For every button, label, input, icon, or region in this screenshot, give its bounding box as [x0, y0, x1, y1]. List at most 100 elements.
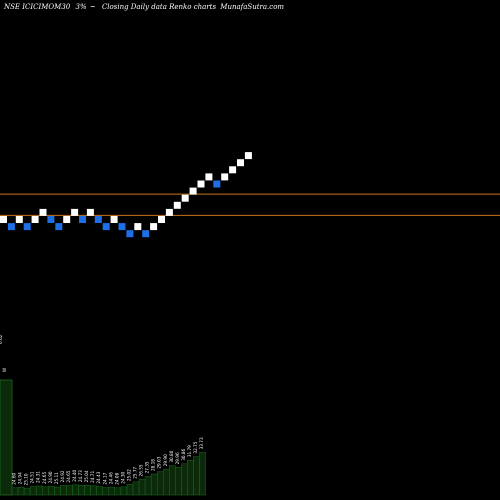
volume-bar-32: [199, 452, 206, 496]
volume-label-26: 29.90: [163, 454, 168, 466]
renko-brick-13: [94, 216, 102, 223]
volume-label-15: 24.43: [96, 471, 101, 483]
renko-brick-12: [86, 208, 94, 216]
title-box-size: 3%: [75, 3, 86, 11]
volume-label-14: 24.71: [90, 471, 95, 483]
renko-brick-11: [79, 216, 86, 223]
volume-bar-27: [169, 465, 176, 496]
renko-brick-17: [126, 230, 134, 238]
title-site: MunafaSutra.com: [219, 3, 284, 11]
volume-bar-21: [132, 481, 140, 496]
volume-label-20: 25.02: [126, 469, 131, 481]
volume-bar-25: [156, 471, 164, 496]
volume-label-29: 30.86: [181, 448, 186, 460]
volume-label-18: 24.08: [114, 472, 119, 484]
renko-brick-18: [134, 223, 142, 231]
volume-label-23: 27.35: [145, 461, 150, 473]
volume-bar-23: [144, 476, 152, 496]
renko-brick-14: [102, 223, 110, 231]
renko-brick-2: [7, 223, 15, 231]
renko-bricks: [0, 152, 252, 238]
volume-label-21: 25.77: [133, 466, 138, 478]
volume-label-24: 28.18: [151, 459, 156, 471]
volume-label-11: 24.40: [72, 469, 77, 481]
volume-bar-6: [42, 486, 49, 496]
volume-label-2: 24.94: [18, 472, 23, 484]
title-description: Closing Daily data Renko charts: [102, 3, 217, 11]
volume-bar-1: [11, 487, 19, 496]
renko-brick-20: [150, 223, 158, 231]
volume-label-5: 24.31: [36, 471, 41, 483]
renko-brick-4: [23, 223, 31, 231]
volume-label-22: 26.55: [139, 464, 144, 476]
volume-bar-22: [138, 479, 146, 496]
volume-label-19: 24.30: [120, 471, 125, 483]
renko-brick-9: [63, 216, 71, 223]
renko-brick-21: [158, 216, 165, 223]
volume-label-9: 24.92: [60, 470, 65, 482]
renko-brick-31: [237, 159, 244, 167]
volume-bar-5: [35, 485, 43, 496]
volume-bar-4: [29, 486, 37, 496]
volume-label-31: 32.75: [193, 441, 198, 453]
volume-bar-28: [175, 467, 182, 496]
renko-brick-30: [229, 166, 237, 174]
volume-bar-9: [60, 485, 67, 496]
renko-brick-1: [0, 216, 7, 223]
volume-label-first-value: 6.62: [0, 334, 3, 344]
volume-bar-16: [102, 487, 110, 496]
volume-bar-2: [17, 486, 25, 496]
renko-brick-15: [110, 216, 118, 223]
volume-bar-29: [181, 463, 188, 496]
volume-bar-first: [0, 379, 13, 496]
volume-label-30: 31.79: [187, 445, 192, 457]
volume-label-7: 24.90: [48, 471, 53, 483]
volume-label-10: 24.65: [66, 470, 71, 482]
renko-brick-3: [15, 216, 23, 223]
volume-label-25: 29.03: [157, 456, 162, 468]
renko-brick-7: [47, 216, 55, 223]
renko-brick-10: [71, 208, 79, 216]
volume-label-16: 24.17: [102, 472, 107, 484]
volume-bar-17: [108, 486, 116, 496]
volume-label-8: 25.11: [54, 472, 59, 484]
renko-brick-24: [181, 194, 189, 202]
title-suffix: ~: [90, 3, 96, 11]
volume-bar-26: [163, 468, 170, 496]
renko-brick-32: [244, 152, 252, 160]
renko-brick-22: [165, 208, 173, 216]
volume-label-17: 24.46: [108, 472, 113, 484]
volume-label-3: 25.10: [24, 473, 29, 485]
volume-label-6: 24.65: [42, 472, 47, 484]
reference-lines: [0, 193, 500, 216]
volume-label-32: 33.73: [199, 437, 204, 449]
renko-brick-8: [55, 223, 63, 231]
renko-brick-29: [221, 173, 229, 181]
volume-bar-18: [114, 487, 122, 496]
volume-label-first-unit: W: [2, 368, 7, 372]
volume-bar-8: [54, 486, 61, 496]
volume-label-27: 30.80: [169, 450, 174, 462]
renko-brick-25: [189, 187, 197, 195]
volume-bar-11: [72, 484, 79, 496]
volume-bar-14: [90, 485, 97, 496]
chart-title: NSE ICICIMOM30 3% ~ Closing Daily data R…: [3, 3, 284, 11]
renko-brick-23: [173, 201, 181, 209]
renko-brick-28: [213, 180, 221, 188]
volume-label-12: 24.73: [78, 470, 83, 482]
volume-bar-3: [23, 488, 31, 496]
volume-label-28: 29.96: [175, 452, 180, 464]
volume-bar-7: [48, 486, 55, 496]
renko-brick-27: [205, 173, 213, 181]
volume-bar-24: [150, 473, 158, 496]
title-symbol: NSE ICICIMOM30: [3, 3, 71, 11]
volume-bar-15: [96, 486, 103, 496]
volume-bar-13: [84, 485, 91, 496]
volume-label-13: 25.04: [84, 470, 89, 482]
volume-bar-10: [66, 485, 73, 496]
volume-label-4: 24.51: [30, 471, 35, 483]
renko-brick-26: [197, 180, 205, 188]
